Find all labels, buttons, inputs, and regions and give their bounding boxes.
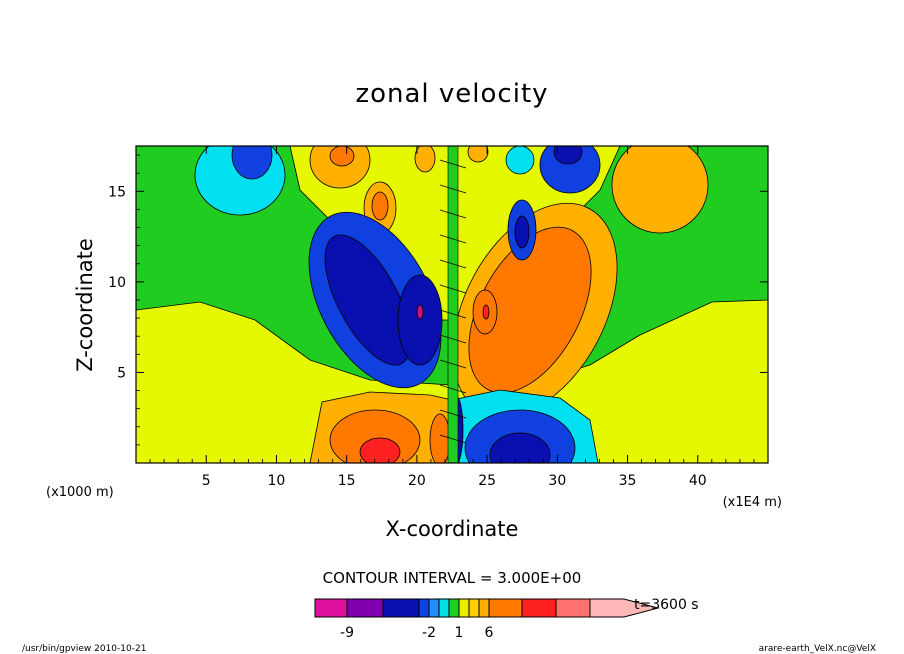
x-tick-label: 25 [478,473,496,489]
colorbar-swatch [458,598,470,618]
colorbar-tick-label: -9 [340,625,354,641]
colorbar-swatch [314,598,348,618]
x-tick-label: 15 [338,473,356,489]
colorbar-swatch [488,598,523,618]
contour-line-central [439,334,467,344]
contour-line-central [439,184,467,194]
x-tick-label: 20 [408,473,426,489]
colorbar-swatch [382,598,420,618]
footer-right: arare-earth_VelX.nc@VelX [759,644,876,654]
contour-orange-right-lobe [468,226,592,394]
x-tick-label: 30 [548,473,566,489]
x-tick-label: 35 [619,473,637,489]
colorbar-swatch [346,598,384,618]
contour-line-central [439,259,467,269]
colorbar-swatch [428,598,440,618]
colorbar-swatch [555,598,591,618]
contour-central-column [447,146,459,463]
contour-line-central [439,209,467,219]
contour-orange-mid-left [371,191,389,221]
contour-amber-top-center-left [309,146,371,189]
x-tick-label: 40 [689,473,707,489]
colorbar-swatch [418,598,430,618]
contour-line-central [439,234,467,244]
plot-frame [135,145,769,464]
colorbar-time-label: t=3600 s [634,597,699,613]
contour-cyan-top-1 [505,146,535,175]
contour-orange-top-center-left [329,146,355,167]
contour-line-central [439,159,467,169]
contour-navy-center-left [397,274,443,366]
contour-line-central [439,384,467,394]
contour-blue-top-center-right [539,146,601,194]
y-tick-label: 5 [117,365,126,381]
contour-red-core [482,304,490,320]
colorbar-tick-label: 1 [455,625,464,641]
contour-line-central [439,284,467,294]
contour-navy-right-upper [514,215,530,249]
chart-title: zonal velocity [355,79,548,109]
contour-red-lower-left [359,437,401,463]
contour-navy-lower-right [489,432,551,463]
contour-line-central [439,434,467,444]
contour-navy-left-lobe [324,234,412,366]
colorbar-swatch [468,598,480,618]
y-axis-label: Z-coordinate [73,238,97,372]
x-tick-label: 5 [202,473,211,489]
contour-interval-text: CONTOUR INTERVAL = 3.000E+00 [323,569,582,587]
axis-ticks: 5 10 15 20 25 30 35 40 5 10 15 [108,146,768,489]
contour-line-central [439,409,467,419]
contour-line-central [439,359,467,369]
colorbar-swatch-arrow [589,598,660,618]
x-unit-left: (x1000 m) [46,485,114,500]
colorbar-swatch [478,598,490,618]
contour-amber-top-right [611,146,709,234]
contour-blue-top-left [231,146,273,180]
colorbar-tick-label: 6 [485,625,494,641]
contour-magenta-core [416,304,424,320]
footer-left: /usr/bin/gpview 2010-10-21 [22,644,146,654]
colorbar-tick-label: -2 [422,625,436,641]
x-axis-label: X-coordinate [386,517,519,541]
contour-navy-top-center-right [553,146,583,165]
colorbar-swatch [438,598,450,618]
contour-field [136,146,768,463]
y-tick-label: 10 [108,275,126,291]
y-tick-label: 15 [108,184,126,200]
contour-amber-top-2 [467,146,489,163]
contour-line-central [439,309,467,319]
x-tick-label: 10 [268,473,286,489]
contour-amber-top-3 [414,146,436,173]
colorbar: -9 -2 1 6 [314,598,660,641]
colorbar-swatch [448,598,460,618]
colorbar-swatch [521,598,557,618]
contour-orange-lower-center [429,413,451,463]
x-unit-right: (x1E4 m) [723,495,782,510]
